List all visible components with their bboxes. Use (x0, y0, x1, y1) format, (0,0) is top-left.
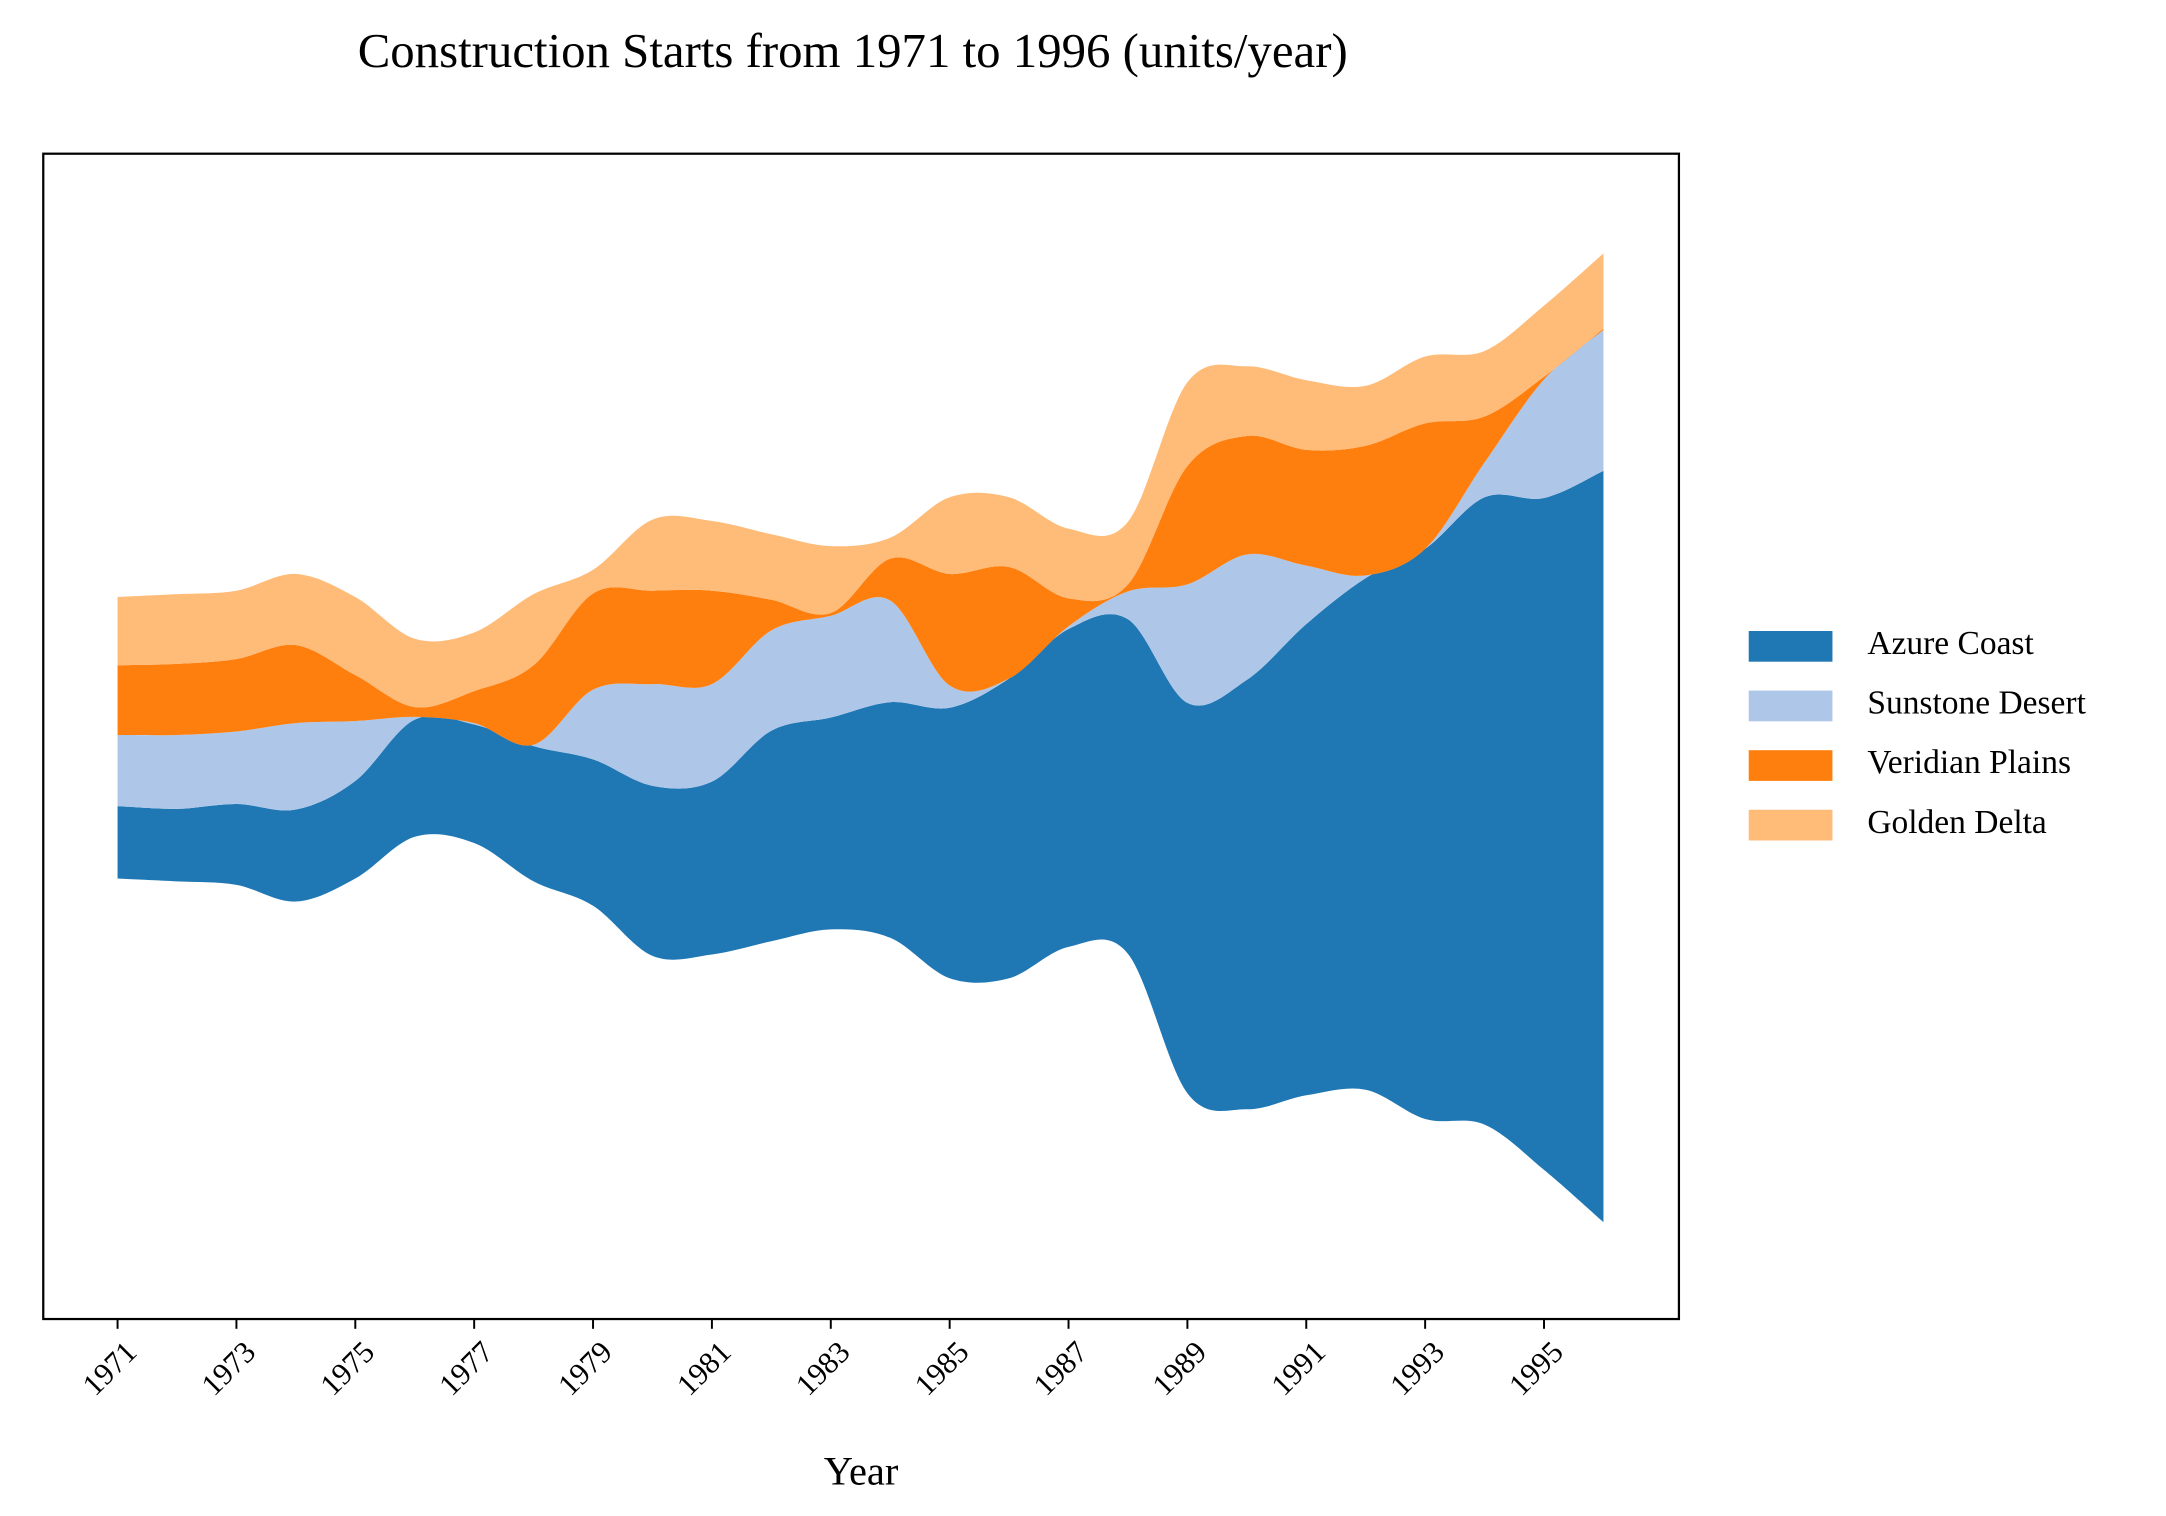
plot-area (117, 253, 1604, 1223)
legend-swatch (1748, 630, 1833, 662)
chart-title: Construction Starts from 1971 to 1996 (u… (358, 23, 1348, 78)
legend-label: Azure Coast (1867, 625, 2034, 662)
legend-swatch (1748, 690, 1833, 722)
stream-area (117, 470, 1604, 1223)
legend-swatch (1748, 750, 1833, 781)
x-axis-label: Year (824, 1449, 899, 1494)
legend-label: Golden Delta (1867, 804, 2047, 841)
legend-label: Sunstone Desert (1867, 685, 2086, 722)
stream-area (117, 328, 1604, 746)
plot-frame (42, 152, 1681, 1321)
legend-swatch (1748, 809, 1833, 841)
stream-area (117, 330, 1604, 811)
legend-label: Veridian Plains (1867, 744, 2071, 781)
stream-area (117, 253, 1604, 708)
